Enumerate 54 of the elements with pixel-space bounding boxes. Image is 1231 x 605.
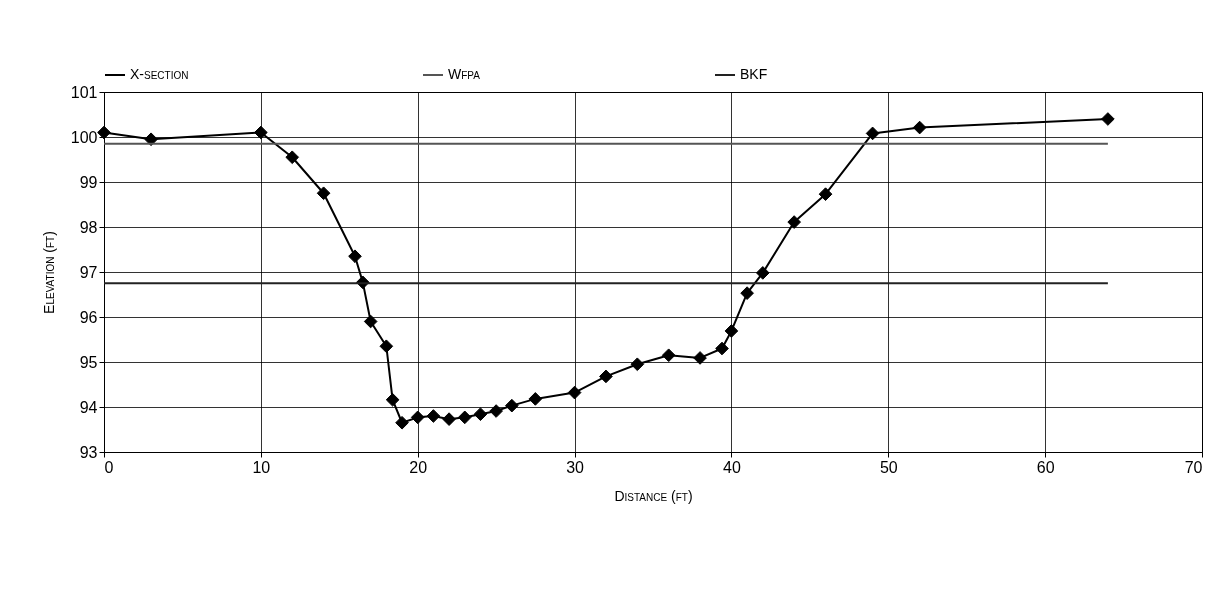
x-tick-label: 30 bbox=[566, 458, 585, 476]
point bbox=[693, 351, 707, 365]
point bbox=[505, 398, 519, 413]
point bbox=[787, 215, 801, 229]
point bbox=[912, 120, 927, 135]
point bbox=[715, 341, 729, 356]
point bbox=[865, 126, 880, 141]
point bbox=[528, 392, 543, 406]
point bbox=[489, 404, 503, 418]
point bbox=[144, 132, 158, 147]
point bbox=[755, 266, 770, 280]
y-tick-label: 96 bbox=[79, 308, 98, 326]
point bbox=[395, 415, 409, 430]
y-tick-label: 99 bbox=[79, 173, 98, 191]
point bbox=[630, 357, 645, 372]
point bbox=[599, 369, 613, 384]
point bbox=[426, 409, 441, 423]
point bbox=[1101, 112, 1115, 126]
x-tick-label: 20 bbox=[409, 458, 428, 476]
x-tick-label: 50 bbox=[879, 458, 898, 476]
y-tick-label: 97 bbox=[79, 263, 98, 281]
y-tick-label: 101 bbox=[70, 83, 98, 101]
x-tick-label: 40 bbox=[723, 458, 741, 476]
x-axis-title: Distance (ft) bbox=[614, 487, 693, 504]
y-axis-title: Elevation (ft) bbox=[40, 231, 57, 314]
y-tick-label: 95 bbox=[79, 353, 98, 371]
y-tick-label: 100 bbox=[70, 128, 98, 146]
point bbox=[740, 286, 754, 300]
point bbox=[97, 125, 111, 140]
x-tick-label: 70 bbox=[1184, 458, 1203, 476]
point bbox=[442, 412, 456, 426]
y-tick-label: 94 bbox=[79, 398, 98, 416]
legend-label: BKF bbox=[740, 66, 768, 82]
point bbox=[316, 186, 331, 201]
point bbox=[285, 150, 300, 165]
point bbox=[410, 410, 425, 425]
point bbox=[379, 339, 394, 354]
point bbox=[567, 385, 582, 400]
x-tick-label: 60 bbox=[1036, 458, 1055, 476]
point bbox=[254, 125, 268, 140]
point bbox=[818, 187, 833, 201]
point bbox=[661, 348, 676, 363]
y-tick-label: 98 bbox=[79, 218, 98, 236]
legend-label: Wfpa bbox=[448, 66, 481, 82]
point bbox=[473, 407, 488, 422]
point bbox=[385, 392, 400, 407]
point bbox=[348, 249, 362, 264]
legend-label: X-section bbox=[130, 66, 189, 82]
point bbox=[457, 410, 472, 425]
x-tick-label: 10 bbox=[252, 458, 271, 476]
y-tick-label: 93 bbox=[79, 443, 98, 461]
point bbox=[363, 314, 378, 329]
x-tick-label: 0 bbox=[104, 458, 114, 476]
point bbox=[724, 324, 739, 338]
